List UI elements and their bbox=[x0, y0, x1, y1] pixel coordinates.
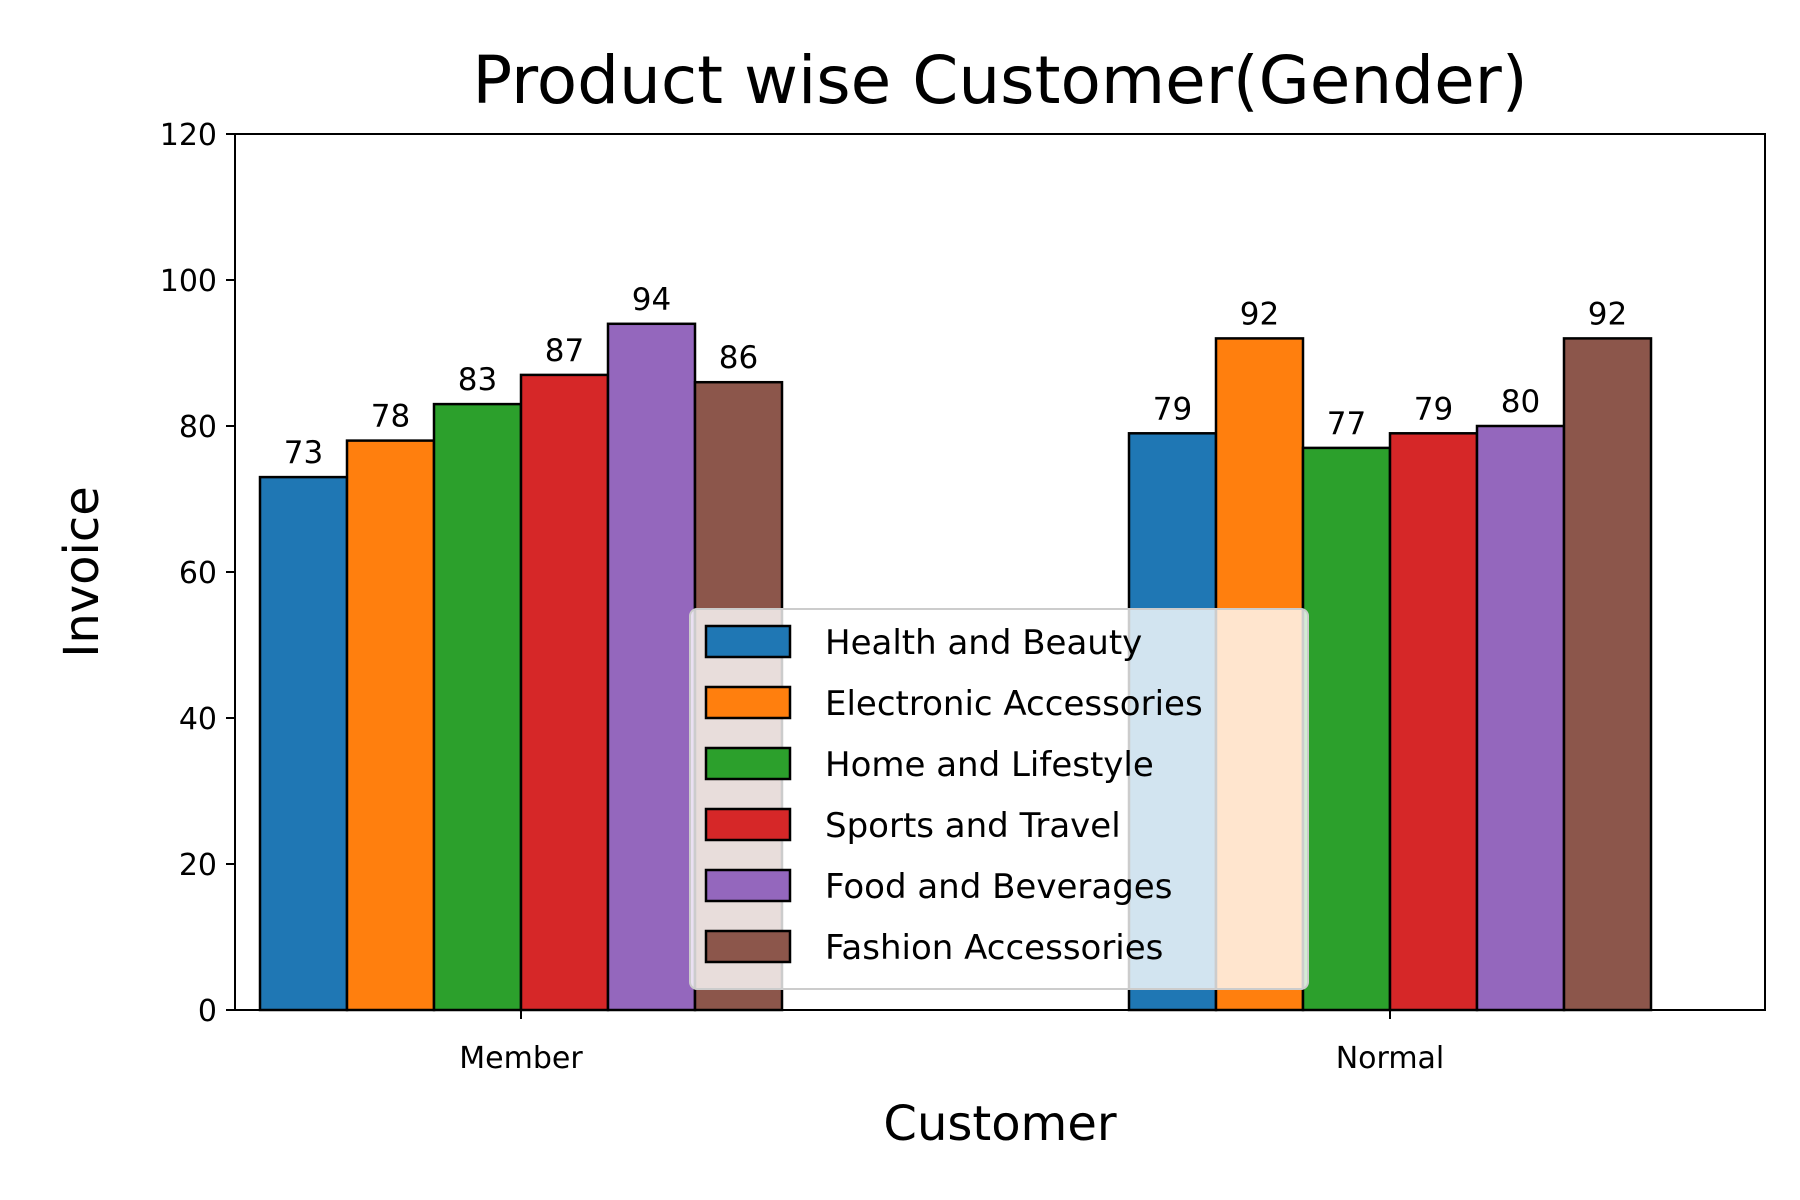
bar-value-label: 73 bbox=[284, 435, 323, 471]
y-tick-label: 120 bbox=[160, 118, 217, 153]
bar-value-label: 92 bbox=[1588, 296, 1627, 332]
bar-member-health-and-beauty bbox=[258, 475, 349, 1012]
x-axis: Member Normal bbox=[459, 1010, 1444, 1076]
chart-title: Product wise Customer(Gender) bbox=[472, 42, 1527, 119]
legend-entry-label: Food and Beverages bbox=[825, 867, 1172, 907]
y-axis: 0 20 40 60 80 100 120 bbox=[160, 118, 235, 1029]
bar-value-label: 80 bbox=[1501, 384, 1540, 420]
y-tick-label: 40 bbox=[179, 702, 217, 737]
legend-swatch bbox=[704, 746, 792, 781]
y-tick-label: 80 bbox=[179, 410, 217, 445]
legend-swatch bbox=[704, 685, 792, 720]
bar-normal-food-and-beverages bbox=[1475, 424, 1566, 1012]
y-tick-label: 20 bbox=[179, 848, 217, 883]
bar-value-label: 87 bbox=[545, 333, 584, 369]
legend-entry-label: Sports and Travel bbox=[825, 806, 1121, 846]
bar-normal-sports-and-travel bbox=[1388, 432, 1479, 1012]
legend-swatch bbox=[704, 624, 792, 659]
legend-swatch bbox=[704, 929, 792, 964]
bar-value-label: 94 bbox=[632, 282, 671, 318]
bar-value-label: 79 bbox=[1153, 391, 1192, 427]
x-axis-label: Customer bbox=[883, 1096, 1116, 1152]
legend-entry-label: Electronic Accessories bbox=[825, 684, 1203, 724]
bar-normal-fashion-accessories bbox=[1562, 337, 1653, 1012]
bar-member-sports-and-travel bbox=[519, 373, 610, 1012]
bar-member-home-and-lifestyle bbox=[432, 402, 523, 1012]
legend-swatch bbox=[704, 868, 792, 903]
legend-entry-label: Home and Lifestyle bbox=[825, 745, 1154, 785]
bar-value-label: 92 bbox=[1240, 296, 1279, 332]
y-tick-label: 60 bbox=[179, 556, 217, 591]
x-tick-label: Member bbox=[459, 1041, 583, 1076]
bar-member-food-and-beverages bbox=[606, 322, 697, 1012]
legend-box bbox=[689, 608, 1309, 990]
bar-value-label: 86 bbox=[719, 340, 758, 376]
legend-entry-label: Fashion Accessories bbox=[825, 928, 1163, 968]
x-tick-label: Normal bbox=[1336, 1041, 1445, 1076]
bar-value-label: 79 bbox=[1414, 391, 1453, 427]
legend-swatch bbox=[704, 807, 792, 842]
bar-member-electronic-accessories bbox=[345, 439, 436, 1012]
bar-value-label: 77 bbox=[1327, 406, 1366, 442]
legend: Health and Beauty Electronic Accessories H… bbox=[689, 608, 1309, 990]
bar-value-label: 78 bbox=[371, 399, 410, 435]
y-tick-label: 0 bbox=[198, 994, 217, 1029]
y-tick-label: 100 bbox=[160, 264, 217, 299]
y-axis-label: Invoice bbox=[54, 486, 110, 658]
bar-labels-group: 73 78 83 87 94 86 79 92 77 79 80 92 bbox=[284, 282, 1627, 471]
bar-normal-home-and-lifestyle bbox=[1301, 446, 1392, 1012]
bar-value-label: 83 bbox=[458, 362, 497, 398]
legend-entry-label: Health and Beauty bbox=[825, 623, 1142, 663]
